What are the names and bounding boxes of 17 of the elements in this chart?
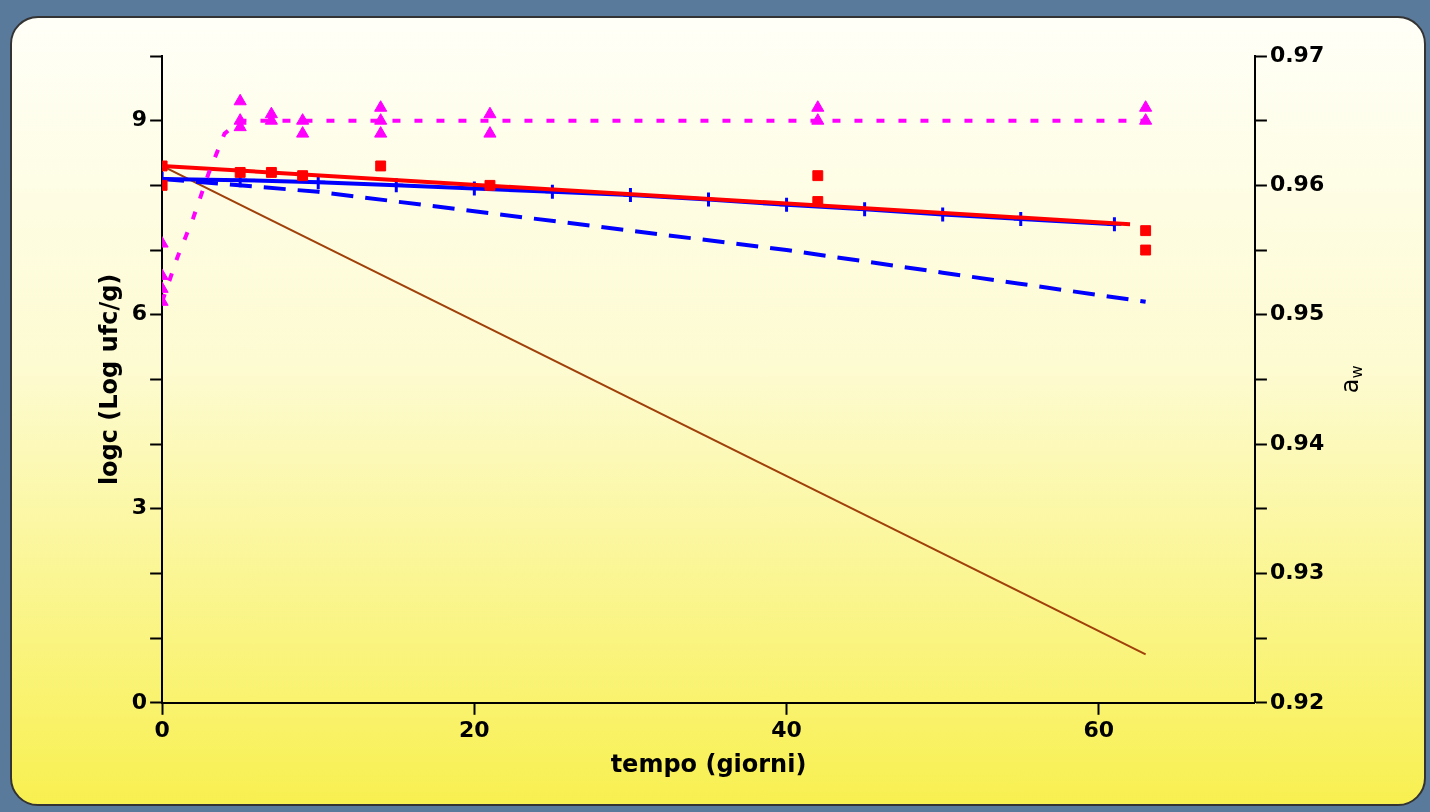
y2-tick-label: 0.96 xyxy=(1269,171,1325,197)
y-tick-label: 6 xyxy=(131,300,148,326)
y2-tick-label: 0.92 xyxy=(1269,688,1325,714)
y2-tick-label: 0.93 xyxy=(1269,559,1325,585)
y2-tick-label: 0.95 xyxy=(1269,300,1325,326)
y2-axis-title: aw xyxy=(1336,365,1367,394)
y2-tick-label: 0.97 xyxy=(1269,41,1325,67)
x-tick-label: 60 xyxy=(1083,716,1115,742)
x-tick-label: 40 xyxy=(771,716,802,742)
x-axis-title: tempo (giorni) xyxy=(610,749,807,778)
x-tick-label: 0 xyxy=(154,716,170,742)
y2-tick-label: 0.94 xyxy=(1269,429,1325,455)
y-tick-label: 0 xyxy=(131,688,148,714)
y-axis-title: logc (Log ufc/g) xyxy=(94,273,123,486)
y-tick-label: 9 xyxy=(131,106,148,132)
x-tick-label: 20 xyxy=(459,716,490,742)
y-tick-label: 3 xyxy=(131,494,148,520)
